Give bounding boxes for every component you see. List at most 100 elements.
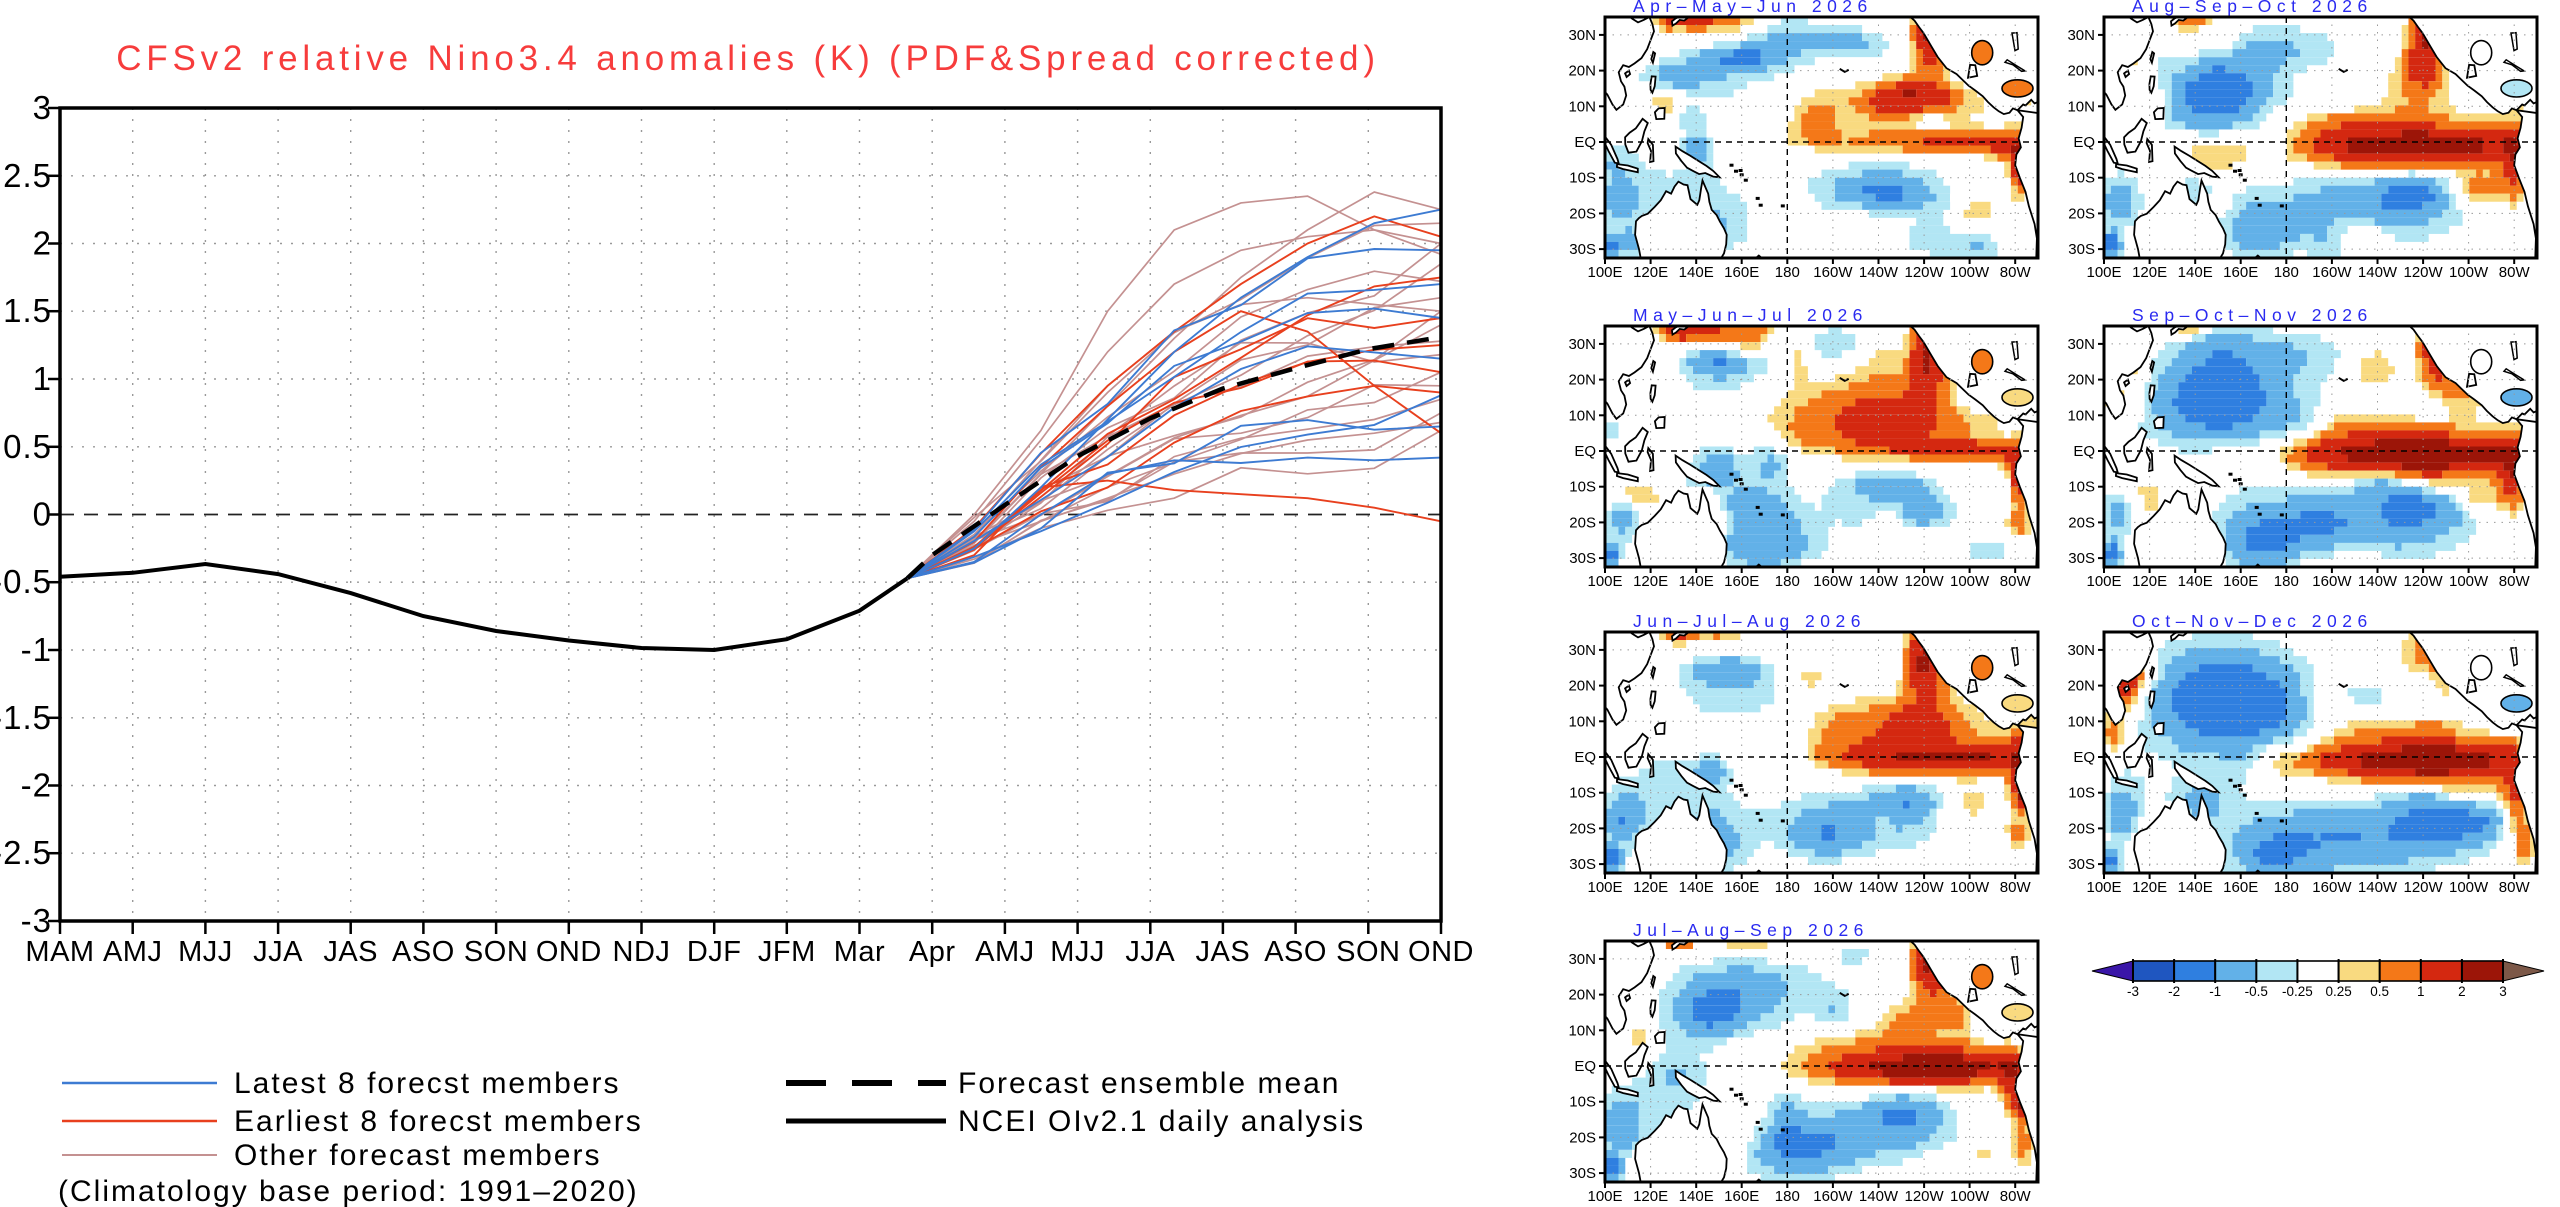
svg-text:20S: 20S [1569, 1129, 1596, 1146]
svg-text:160E: 160E [1724, 573, 1759, 590]
svg-text:-0.5: -0.5 [2245, 984, 2268, 999]
svg-text:Aug–Sep–Oct 2026: Aug–Sep–Oct 2026 [2132, 0, 2373, 16]
svg-text:120E: 120E [1633, 264, 1668, 281]
svg-text:20S: 20S [1569, 514, 1596, 531]
svg-text:30N: 30N [2067, 27, 2095, 44]
svg-text:140W: 140W [2358, 879, 2398, 896]
svg-text:MJJ: MJJ [178, 936, 233, 968]
svg-text:120E: 120E [2132, 573, 2167, 590]
svg-text:1: 1 [2417, 984, 2425, 999]
svg-text:20N: 20N [1568, 987, 1596, 1004]
svg-text:140E: 140E [1679, 573, 1714, 590]
svg-text:100W: 100W [2449, 264, 2489, 281]
svg-text:100W: 100W [1950, 264, 1990, 281]
svg-text:160W: 160W [2312, 879, 2352, 896]
svg-text:0.25: 0.25 [2325, 984, 2351, 999]
svg-text:100E: 100E [1587, 1188, 1622, 1205]
svg-text:100E: 100E [2086, 879, 2121, 896]
svg-text:-3: -3 [21, 902, 52, 939]
svg-text:EQ: EQ [2073, 443, 2095, 460]
svg-text:20N: 20N [2067, 372, 2095, 389]
svg-text:-3: -3 [2127, 984, 2139, 999]
svg-text:140E: 140E [2178, 573, 2213, 590]
svg-text:140W: 140W [2358, 264, 2398, 281]
svg-text:10N: 10N [1568, 1022, 1596, 1039]
svg-text:80W: 80W [2000, 264, 2032, 281]
svg-text:JJA: JJA [1125, 936, 1175, 968]
svg-text:EQ: EQ [1574, 443, 1596, 460]
svg-text:-1: -1 [2209, 984, 2221, 999]
svg-text:100E: 100E [1587, 573, 1622, 590]
svg-text:0.5: 0.5 [2370, 984, 2389, 999]
svg-text:10S: 10S [1569, 1094, 1596, 1111]
svg-text:160W: 160W [1813, 1188, 1853, 1205]
svg-text:10S: 10S [1569, 785, 1596, 802]
svg-text:80W: 80W [2000, 573, 2032, 590]
svg-text:120E: 120E [1633, 879, 1668, 896]
svg-text:80W: 80W [2499, 264, 2531, 281]
svg-text:OND: OND [1408, 936, 1474, 968]
svg-text:20S: 20S [2068, 205, 2095, 222]
svg-text:160W: 160W [2312, 573, 2352, 590]
svg-text:CFSv2 relative Nino3.4 anomali: CFSv2 relative Nino3.4 anomalies (K) (PD… [116, 39, 1380, 78]
svg-text:20S: 20S [2068, 514, 2095, 531]
svg-text:160W: 160W [1813, 264, 1853, 281]
svg-text:0: 0 [33, 496, 52, 533]
svg-text:100W: 100W [1950, 1188, 1990, 1205]
svg-text:120E: 120E [2132, 264, 2167, 281]
svg-text:180: 180 [2274, 879, 2299, 896]
svg-text:140E: 140E [1679, 879, 1714, 896]
svg-text:180: 180 [1775, 573, 1800, 590]
svg-text:10S: 10S [2068, 170, 2095, 187]
svg-text:100W: 100W [2449, 573, 2489, 590]
svg-text:0.5: 0.5 [3, 428, 52, 465]
svg-text:20S: 20S [2068, 820, 2095, 837]
svg-text:120W: 120W [2404, 264, 2444, 281]
svg-text:-2: -2 [2168, 984, 2180, 999]
svg-text:(Climatology base period: 1991: (Climatology base period: 1991–2020) [58, 1175, 639, 1207]
svg-text:120W: 120W [1905, 573, 1945, 590]
svg-text:30S: 30S [2068, 550, 2095, 567]
svg-text:180: 180 [1775, 264, 1800, 281]
svg-text:NCEI OIv2.1 daily analysis: NCEI OIv2.1 daily analysis [958, 1105, 1365, 1138]
svg-text:-1.5: -1.5 [0, 699, 52, 736]
svg-text:30S: 30S [2068, 241, 2095, 258]
svg-text:20N: 20N [2067, 678, 2095, 695]
svg-text:MJJ: MJJ [1050, 936, 1105, 968]
svg-text:180: 180 [2274, 264, 2299, 281]
svg-text:120W: 120W [1905, 1188, 1945, 1205]
svg-text:160W: 160W [2312, 264, 2352, 281]
svg-text:100E: 100E [2086, 264, 2121, 281]
svg-text:160E: 160E [2223, 573, 2258, 590]
svg-text:30N: 30N [2067, 642, 2095, 659]
svg-text:120W: 120W [1905, 264, 1945, 281]
svg-text:140E: 140E [1679, 264, 1714, 281]
svg-text:140W: 140W [1859, 1188, 1899, 1205]
svg-text:1.5: 1.5 [3, 292, 52, 329]
svg-text:20S: 20S [1569, 820, 1596, 837]
svg-text:EQ: EQ [1574, 134, 1596, 151]
svg-text:140W: 140W [1859, 879, 1899, 896]
svg-text:100E: 100E [1587, 879, 1622, 896]
svg-text:120E: 120E [1633, 1188, 1668, 1205]
svg-text:140E: 140E [2178, 264, 2213, 281]
svg-text:180: 180 [1775, 1188, 1800, 1205]
svg-text:140E: 140E [2178, 879, 2213, 896]
svg-text:EQ: EQ [1574, 749, 1596, 766]
svg-text:30N: 30N [1568, 951, 1596, 968]
svg-text:120W: 120W [2404, 879, 2444, 896]
svg-text:160W: 160W [1813, 879, 1853, 896]
svg-text:160E: 160E [2223, 264, 2258, 281]
svg-text:100E: 100E [1587, 264, 1622, 281]
svg-text:30S: 30S [1569, 550, 1596, 567]
svg-text:ASO: ASO [392, 936, 455, 968]
svg-text:30N: 30N [2067, 336, 2095, 353]
svg-text:100W: 100W [1950, 573, 1990, 590]
svg-text:140E: 140E [1679, 1188, 1714, 1205]
svg-text:AMJ: AMJ [975, 936, 1035, 968]
svg-text:Apr: Apr [909, 936, 956, 968]
svg-text:20N: 20N [2067, 63, 2095, 80]
svg-text:NDJ: NDJ [613, 936, 671, 968]
svg-text:10N: 10N [2067, 713, 2095, 730]
svg-text:JAS: JAS [323, 936, 378, 968]
